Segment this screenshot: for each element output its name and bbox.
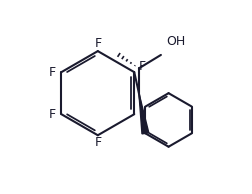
Text: OH: OH <box>166 35 185 48</box>
Text: F: F <box>48 108 55 121</box>
Polygon shape <box>138 93 148 134</box>
Text: F: F <box>94 136 101 149</box>
Text: F: F <box>94 37 101 50</box>
Text: F: F <box>138 60 145 73</box>
Text: F: F <box>48 66 55 79</box>
